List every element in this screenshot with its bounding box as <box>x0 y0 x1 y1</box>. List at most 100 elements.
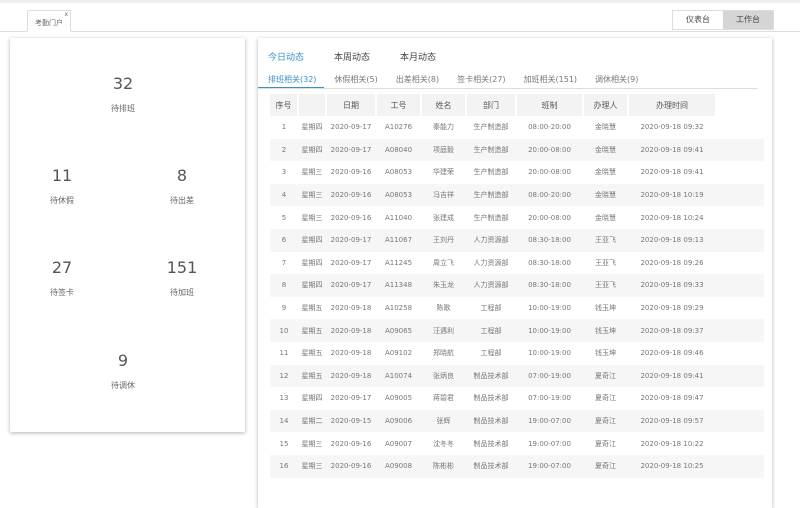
table-row[interactable]: 15 星期三 2020-09-16 A09007 沈冬冬 制品技术部 19:00-07:00… <box>270 432 764 455</box>
tab-month[interactable]: 本月动态 <box>400 53 437 63</box>
cell-name: 周立飞 <box>433 258 454 267</box>
stat-dayoff[interactable]: 9 待调休 <box>83 351 163 391</box>
cell-seq: 12 <box>270 364 298 388</box>
cell-time: 2020-09-18 10:19 <box>628 183 716 207</box>
tab-label: 考勤门户 <box>35 19 63 27</box>
stat-signcard[interactable]: 27 待签卡 <box>22 258 102 298</box>
cell-spacer <box>716 364 764 388</box>
table-row[interactable]: 14 星期二 2020-09-15 A09006 张辉 制品技术部 19:00-07:00 夏… <box>270 409 764 433</box>
stat-label: 待调休 <box>111 381 135 390</box>
cell-weekday: 星期五 <box>298 364 326 388</box>
schedule-table: 序号 日期 工号 姓名 部门 班制 办理人 办理时间 1 星期四 2020-09-1… <box>270 94 765 478</box>
cell-id: A08053 <box>384 168 413 177</box>
cell-seq: 7 <box>281 258 287 267</box>
tab-schedule[interactable]: 排班相关(32) <box>258 71 325 88</box>
cell-seq: 16 <box>270 454 298 478</box>
table-row[interactable]: 9 星期五 2020-09-18 A10258 陈歌 工程部 10:00-19:00 钱玉坤 2… <box>270 297 764 320</box>
cell-id: A10258 <box>384 304 413 313</box>
table-row[interactable]: 16 星期三 2020-09-16 A09008 陈彬彬 制品技术部 19:00-07:00… <box>270 454 764 478</box>
cell-time: 2020-09-18 09:37 <box>628 319 716 342</box>
table-row[interactable]: 10 星期五 2020-09-18 A09065 汪遇利 工程部 10:00-19:00 钱玉… <box>270 319 764 342</box>
cell-handler: 钱玉坤 <box>583 319 628 342</box>
stat-value: 27 <box>51 258 73 277</box>
stat-label: 待排班 <box>111 104 135 113</box>
cell-id: A10276 <box>384 123 413 132</box>
cell-time: 2020-09-18 09:29 <box>640 304 704 313</box>
table-row[interactable]: 5 星期三 2020-09-16 A11040 张建成 生产制造部 20:00-08:00 金… <box>270 206 764 229</box>
cell-seq: 6 <box>270 228 298 252</box>
table-row[interactable]: 12 星期五 2020-09-18 A10074 张炳良 制品技术部 07:00-19:00… <box>270 364 764 388</box>
cell-shift: 08:00-20:00 <box>516 183 583 207</box>
cell-name: 张辉 <box>421 409 466 433</box>
col-weekday <box>298 94 327 116</box>
table-row[interactable]: 3 星期三 2020-09-16 A08053 华建荣 生产制造部 20:00-08:00 金… <box>270 161 764 184</box>
cell-id: A09007 <box>384 439 413 448</box>
cell-id: A09008 <box>376 454 421 478</box>
tab-leave[interactable]: 休假相关(5) <box>334 75 378 84</box>
tab-attendance-portal[interactable]: 考勤门户 x <box>27 10 71 32</box>
cell-date: 2020-09-18 <box>330 304 372 313</box>
cell-id: A11067 <box>376 228 421 252</box>
cell-weekday: 星期三 <box>298 454 326 478</box>
cell-handler: 金晓慧 <box>583 138 628 162</box>
stat-leave[interactable]: 11 待休假 <box>22 166 102 206</box>
cell-dept: 工程部 <box>480 349 502 358</box>
cell-dept: 工程部 <box>466 319 516 342</box>
col-dept: 部门 <box>466 94 517 116</box>
stat-trip[interactable]: 8 待出差 <box>142 166 222 206</box>
tab-week[interactable]: 本周动态 <box>334 53 371 63</box>
cell-id: A11348 <box>376 274 421 297</box>
cell-date: 2020-09-18 <box>326 364 376 388</box>
cell-seq: 5 <box>281 213 287 222</box>
table-row[interactable]: 4 星期三 2020-09-16 A08053 冯吉祥 生产制造部 08:00-20:00 金… <box>270 183 764 207</box>
cell-name: 秦能力 <box>433 123 454 132</box>
cell-time: 2020-09-18 09:32 <box>640 123 704 132</box>
table-row[interactable]: 7 星期四 2020-09-17 A11245 周立飞 人力资源部 08:30-18:00 王… <box>270 252 764 275</box>
cell-weekday: 星期三 <box>301 168 323 177</box>
cell-spacer <box>716 228 764 252</box>
tab-dayoff[interactable]: 调休相关(9) <box>595 75 639 84</box>
table-row[interactable]: 13 星期四 2020-09-17 A09005 蒋碧君 制品技术部 07:00-19:00… <box>270 387 764 410</box>
workbench-button[interactable]: 工作台 <box>723 11 773 29</box>
cell-spacer <box>716 454 764 478</box>
table-row[interactable]: 1 星期四 2020-09-17 A10276 秦能力 生产制造部 08:00-20:00 金… <box>270 116 764 139</box>
cell-id: A10074 <box>376 364 421 388</box>
stat-schedule[interactable]: 32 待排班 <box>83 74 163 114</box>
dashboard-button[interactable]: 仪表台 <box>686 15 710 24</box>
cell-weekday: 星期四 <box>301 394 323 403</box>
cell-spacer <box>716 252 764 275</box>
category-tabs: 排班相关(32) 休假相关(5) 出差相关(8) 签卡相关(27) 加班相关(1… <box>258 71 758 89</box>
close-icon[interactable]: x <box>64 11 68 18</box>
cell-handler: 夏奇江 <box>595 439 616 448</box>
tab-signcard[interactable]: 签卡相关(27) <box>457 75 506 84</box>
tab-trip[interactable]: 出差相关(8) <box>395 75 440 84</box>
cell-dept: 生产制造部 <box>473 213 509 222</box>
cell-id: A11040 <box>384 213 413 222</box>
table-row[interactable]: 11 星期五 2020-09-18 A09102 郑晓航 工程部 10:00-19:00 钱玉… <box>270 342 764 365</box>
cell-seq: 10 <box>270 319 298 342</box>
table-row[interactable]: 2 星期四 2020-09-17 A08040 项庭毅 生产制造部 20:00-08:00 金… <box>270 138 764 162</box>
cell-spacer <box>716 138 764 162</box>
cell-id: A11245 <box>384 258 413 267</box>
cell-weekday: 星期四 <box>298 228 326 252</box>
cell-dept: 人力资源部 <box>466 274 516 297</box>
period-tabs: 今日动态 本周动态 本月动态 <box>268 50 466 63</box>
cell-date: 2020-09-16 <box>330 168 372 177</box>
table-row[interactable]: 6 星期四 2020-09-17 A11067 王刘丹 人力资源部 08:30-18:00 王… <box>270 228 764 252</box>
cell-shift: 10:00-19:00 <box>528 304 571 313</box>
table-row[interactable]: 8 星期四 2020-09-17 A11348 朱玉龙 人力资源部 08:30-18:00 王… <box>270 274 764 297</box>
cell-dept: 制品技术部 <box>466 454 516 478</box>
cell-spacer <box>716 274 764 297</box>
tab-today[interactable]: 今日动态 <box>268 53 305 63</box>
cell-seq: 9 <box>281 304 287 313</box>
stat-overtime[interactable]: 151 待加班 <box>142 258 222 298</box>
cell-shift: 08:30-18:00 <box>516 228 583 252</box>
stat-label: 待加班 <box>170 288 194 297</box>
cell-weekday: 星期四 <box>298 138 326 162</box>
top-border <box>0 0 800 3</box>
cell-name: 汪遇利 <box>421 319 466 342</box>
cell-date: 2020-09-16 <box>330 213 372 222</box>
cell-name: 朱玉龙 <box>421 274 466 297</box>
tab-overtime[interactable]: 加班相关(151) <box>523 75 578 84</box>
cell-dept: 制品技术部 <box>473 394 509 403</box>
